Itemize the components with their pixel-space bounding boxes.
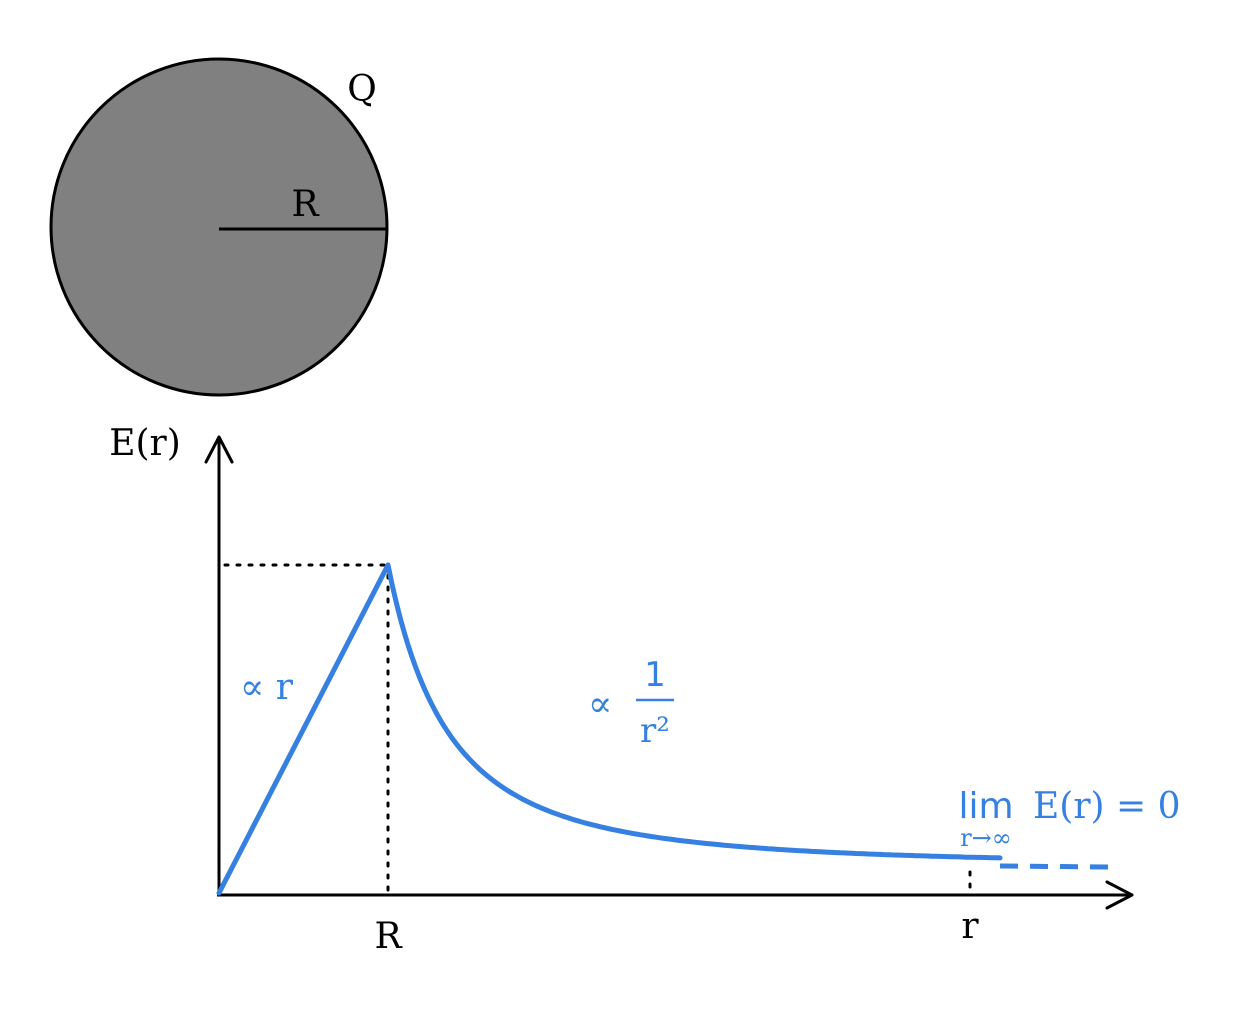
x-tick-r-label: r bbox=[961, 906, 979, 947]
limit-word: lim bbox=[958, 786, 1013, 827]
outside-fraction-denominator: r² bbox=[640, 711, 670, 751]
outside-inverse-square-curve bbox=[385, 562, 1003, 861]
x-axis-arrowhead bbox=[1105, 880, 1134, 910]
graph-axes: E(r) R r bbox=[109, 423, 1134, 957]
sphere-charge-label: Q bbox=[347, 69, 377, 110]
asymptote-dashed-tail bbox=[999, 863, 1109, 870]
charged-sphere: R Q bbox=[49, 57, 389, 397]
guide-lines bbox=[223, 563, 972, 894]
y-axis-label: E(r) bbox=[109, 423, 181, 464]
limit-subscript: r→∞ bbox=[960, 824, 1012, 852]
outside-fraction-numerator: 1 bbox=[644, 655, 666, 695]
y-axis-arrowhead bbox=[204, 435, 234, 464]
limit-expression: E(r) = 0 bbox=[1033, 786, 1181, 827]
sphere-radius-label: R bbox=[291, 184, 319, 225]
x-tick-R-label: R bbox=[374, 916, 402, 957]
sphere-body bbox=[49, 57, 389, 397]
curve-annotations: ∝ r ∝ 1 r² lim r→∞ E(r) = 0 bbox=[240, 655, 1181, 852]
inside-proportional-label: ∝ r bbox=[240, 667, 294, 708]
inside-linear-segment bbox=[216, 562, 391, 896]
field-curve bbox=[216, 562, 1109, 896]
outside-proportional-symbol: ∝ bbox=[588, 684, 612, 725]
